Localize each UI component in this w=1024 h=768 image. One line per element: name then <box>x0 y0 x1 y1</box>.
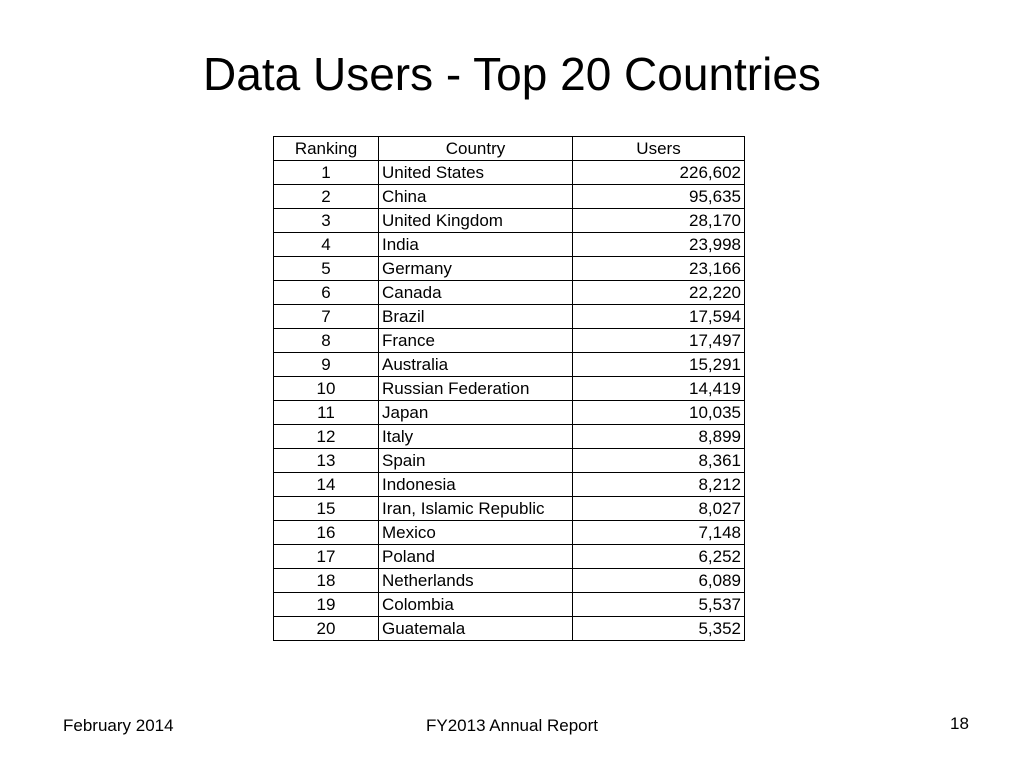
country-cell: Mexico <box>378 520 573 545</box>
table-row: 19 Colombia 5,537 <box>273 592 745 617</box>
header-ranking: Ranking <box>273 136 379 161</box>
rank-cell: 9 <box>273 352 379 377</box>
users-cell: 23,998 <box>572 232 745 257</box>
rank-cell: 3 <box>273 208 379 233</box>
country-cell: United Kingdom <box>378 208 573 233</box>
country-cell: Spain <box>378 448 573 473</box>
users-cell: 10,035 <box>572 400 745 425</box>
table-body: 1 United States 226,602 2 China 95,635 3 United… <box>273 160 745 641</box>
users-cell: 6,089 <box>572 568 745 593</box>
table-row: 10 Russian Federation 14,419 <box>273 376 745 401</box>
users-cell: 6,252 <box>572 544 745 569</box>
users-cell: 15,291 <box>572 352 745 377</box>
header-users: Users <box>572 136 745 161</box>
table-row: 13 Spain 8,361 <box>273 448 745 473</box>
country-cell: Russian Federation <box>378 376 573 401</box>
users-cell: 14,419 <box>572 376 745 401</box>
country-cell: Colombia <box>378 592 573 617</box>
country-cell: Iran, Islamic Republic <box>378 496 573 521</box>
rank-cell: 4 <box>273 232 379 257</box>
table-row: 12 Italy 8,899 <box>273 424 745 449</box>
rank-cell: 2 <box>273 184 379 209</box>
table-row: 1 United States 226,602 <box>273 160 745 185</box>
slide-title: Data Users - Top 20 Countries <box>203 48 821 100</box>
rank-cell: 14 <box>273 472 379 497</box>
users-cell: 226,602 <box>572 160 745 185</box>
rank-cell: 10 <box>273 376 379 401</box>
country-cell: Australia <box>378 352 573 377</box>
rank-cell: 7 <box>273 304 379 329</box>
rank-cell: 1 <box>273 160 379 185</box>
users-cell: 8,027 <box>572 496 745 521</box>
rank-cell: 13 <box>273 448 379 473</box>
users-cell: 8,212 <box>572 472 745 497</box>
table-row: 8 France 17,497 <box>273 328 745 353</box>
page-number: 18 <box>950 714 969 733</box>
country-cell: Canada <box>378 280 573 305</box>
top-countries-table: Ranking Country Users 1 United States 226,… <box>273 136 745 641</box>
table-row: 4 India 23,998 <box>273 232 745 257</box>
rank-cell: 17 <box>273 544 379 569</box>
users-cell: 8,899 <box>572 424 745 449</box>
country-cell: Guatemala <box>378 616 573 641</box>
table-row: 15 Iran, Islamic Republic 8,027 <box>273 496 745 521</box>
rank-cell: 20 <box>273 616 379 641</box>
rank-cell: 5 <box>273 256 379 281</box>
country-cell: France <box>378 328 573 353</box>
table-row: 9 Australia 15,291 <box>273 352 745 377</box>
table-row: 20 Guatemala 5,352 <box>273 616 745 641</box>
country-cell: Germany <box>378 256 573 281</box>
users-cell: 22,220 <box>572 280 745 305</box>
rank-cell: 18 <box>273 568 379 593</box>
users-cell: 28,170 <box>572 208 745 233</box>
table-row: 2 China 95,635 <box>273 184 745 209</box>
rank-cell: 11 <box>273 400 379 425</box>
users-cell: 23,166 <box>572 256 745 281</box>
table-row: 18 Netherlands 6,089 <box>273 568 745 593</box>
table-header-row: Ranking Country Users <box>273 136 745 161</box>
users-cell: 17,594 <box>572 304 745 329</box>
country-cell: Italy <box>378 424 573 449</box>
footer-date: February 2014 <box>63 716 174 735</box>
table-row: 14 Indonesia 8,212 <box>273 472 745 497</box>
country-cell: Japan <box>378 400 573 425</box>
rank-cell: 15 <box>273 496 379 521</box>
country-cell: India <box>378 232 573 257</box>
country-cell: Brazil <box>378 304 573 329</box>
country-cell: Netherlands <box>378 568 573 593</box>
country-cell: United States <box>378 160 573 185</box>
table-row: 5 Germany 23,166 <box>273 256 745 281</box>
rank-cell: 12 <box>273 424 379 449</box>
users-cell: 7,148 <box>572 520 745 545</box>
rank-cell: 16 <box>273 520 379 545</box>
rank-cell: 6 <box>273 280 379 305</box>
header-country: Country <box>378 136 573 161</box>
footer-report-title: FY2013 Annual Report <box>425 716 598 735</box>
users-cell: 95,635 <box>572 184 745 209</box>
users-cell: 5,352 <box>572 616 745 641</box>
users-cell: 5,537 <box>572 592 745 617</box>
rank-cell: 19 <box>273 592 379 617</box>
country-cell: Indonesia <box>378 472 573 497</box>
users-cell: 17,497 <box>572 328 745 353</box>
table-row: 7 Brazil 17,594 <box>273 304 745 329</box>
table-row: 3 United Kingdom 28,170 <box>273 208 745 233</box>
country-cell: Poland <box>378 544 573 569</box>
table-row: 16 Mexico 7,148 <box>273 520 745 545</box>
country-cell: China <box>378 184 573 209</box>
rank-cell: 8 <box>273 328 379 353</box>
users-cell: 8,361 <box>572 448 745 473</box>
table-row: 11 Japan 10,035 <box>273 400 745 425</box>
table-row: 6 Canada 22,220 <box>273 280 745 305</box>
table-row: 17 Poland 6,252 <box>273 544 745 569</box>
